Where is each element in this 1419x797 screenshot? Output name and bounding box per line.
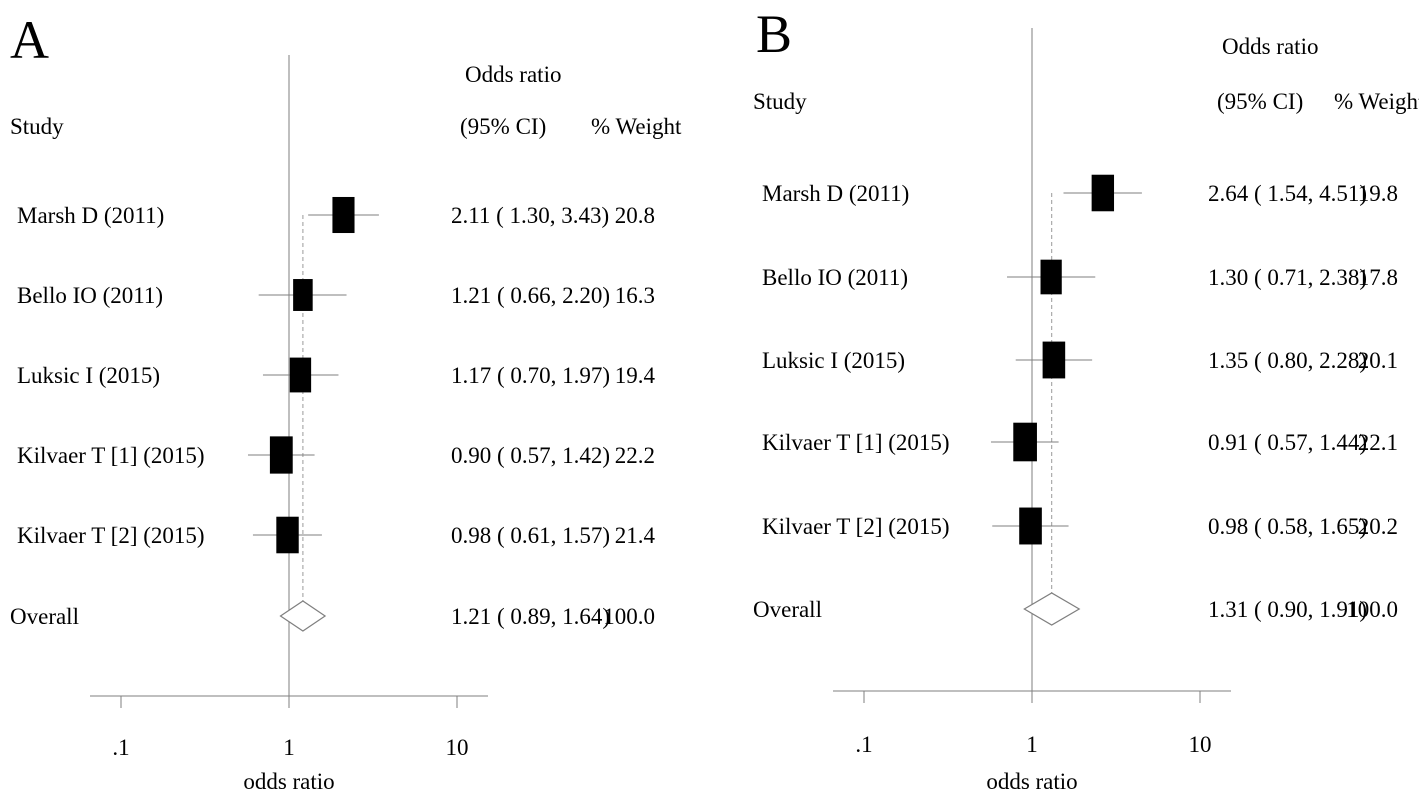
- study-ci-text: 1.30 ( 0.71, 2.38): [1208, 265, 1367, 290]
- study-name: Kilvaer T [2] (2015): [762, 514, 950, 539]
- x-axis-tick-label: 10: [446, 735, 469, 760]
- overall-diamond: [279, 600, 327, 632]
- study-weight-box: [332, 196, 355, 234]
- x-axis-tick-label: 1: [1026, 732, 1038, 757]
- header-study: Study: [753, 89, 807, 114]
- header-weight: % Weight: [1334, 89, 1419, 114]
- study-weight-box: [289, 357, 312, 393]
- header-ci: (95% CI): [460, 114, 546, 139]
- study-weight-box: [269, 436, 293, 474]
- forest-plot-panel-a: A Study Odds ratio (95% CI) % Weight Marsh D …: [10, 10, 682, 794]
- study-weight-text: 20.8: [615, 203, 655, 228]
- x-axis-tick-label: .1: [112, 735, 129, 760]
- study-weight-text: 19.4: [615, 363, 656, 388]
- study-name: Luksic I (2015): [762, 348, 905, 373]
- study-weight-text: 22.2: [615, 443, 655, 468]
- study-weight-text: 19.8: [1358, 181, 1398, 206]
- overall-label: Overall: [753, 597, 822, 622]
- x-axis-tick-label: .1: [855, 732, 872, 757]
- study-weight-text: 21.4: [615, 523, 656, 548]
- study-ci-text: 0.98 ( 0.58, 1.65): [1208, 514, 1367, 539]
- study-weight-text: 20.1: [1358, 348, 1398, 373]
- study-weight-box: [1040, 259, 1062, 295]
- study-name: Kilvaer T [1] (2015): [762, 430, 950, 455]
- study-ci-text: 0.91 ( 0.57, 1.44): [1208, 430, 1367, 455]
- overall-ci-text: 1.21 ( 0.89, 1.64): [451, 604, 610, 629]
- overall-label: Overall: [10, 604, 79, 629]
- study-weight-text: 20.2: [1358, 514, 1398, 539]
- study-ci-text: 1.17 ( 0.70, 1.97): [451, 363, 610, 388]
- study-name: Kilvaer T [1] (2015): [17, 443, 205, 468]
- study-name: Marsh D (2011): [17, 203, 164, 228]
- header-weight: % Weight: [591, 114, 682, 139]
- study-name: Kilvaer T [2] (2015): [17, 523, 205, 548]
- study-ci-text: 2.64 ( 1.54, 4.51): [1208, 181, 1367, 206]
- panel-label: B: [756, 4, 792, 64]
- header-ci: (95% CI): [1217, 89, 1303, 114]
- x-axis-tick-label: 1: [283, 735, 295, 760]
- overall-weight-text: 100.0: [603, 604, 655, 629]
- study-ci-text: 0.90 ( 0.57, 1.42): [451, 443, 610, 468]
- study-ci-text: 2.11 ( 1.30, 3.43): [451, 203, 609, 228]
- study-weight-text: 16.3: [615, 283, 655, 308]
- forest-plot-panel-b: B Study Odds ratio (95% CI) % Weight Marsh D …: [753, 4, 1419, 794]
- panel-label: A: [10, 10, 49, 70]
- x-axis-tick-label: 10: [1189, 732, 1212, 757]
- study-weight-box: [276, 516, 299, 554]
- study-weight-text: 17.8: [1358, 265, 1398, 290]
- study-weight-box: [1013, 422, 1037, 462]
- x-axis-label: odds ratio: [986, 769, 1077, 794]
- overall-ci-text: 1.31 ( 0.90, 1.91): [1208, 597, 1367, 622]
- study-name: Luksic I (2015): [17, 363, 160, 388]
- study-weight-box: [1019, 507, 1042, 545]
- overall-diamond: [1023, 592, 1081, 626]
- study-ci-text: 0.98 ( 0.61, 1.57): [451, 523, 610, 548]
- study-ci-text: 1.21 ( 0.66, 2.20): [451, 283, 610, 308]
- study-weight-box: [293, 279, 313, 311]
- x-axis-label: odds ratio: [243, 769, 334, 794]
- header-odds-ratio: Odds ratio: [1222, 34, 1318, 59]
- study-name: Bello IO (2011): [17, 283, 163, 308]
- study-weight-text: 22.1: [1358, 430, 1398, 455]
- overall-weight-text: 100.0: [1346, 597, 1398, 622]
- study-ci-text: 1.35 ( 0.80, 2.28): [1208, 348, 1367, 373]
- study-name: Marsh D (2011): [762, 181, 909, 206]
- header-study: Study: [10, 114, 64, 139]
- study-weight-box: [1091, 174, 1115, 212]
- study-name: Bello IO (2011): [762, 265, 908, 290]
- study-weight-box: [1042, 341, 1066, 379]
- header-odds-ratio: Odds ratio: [465, 62, 561, 87]
